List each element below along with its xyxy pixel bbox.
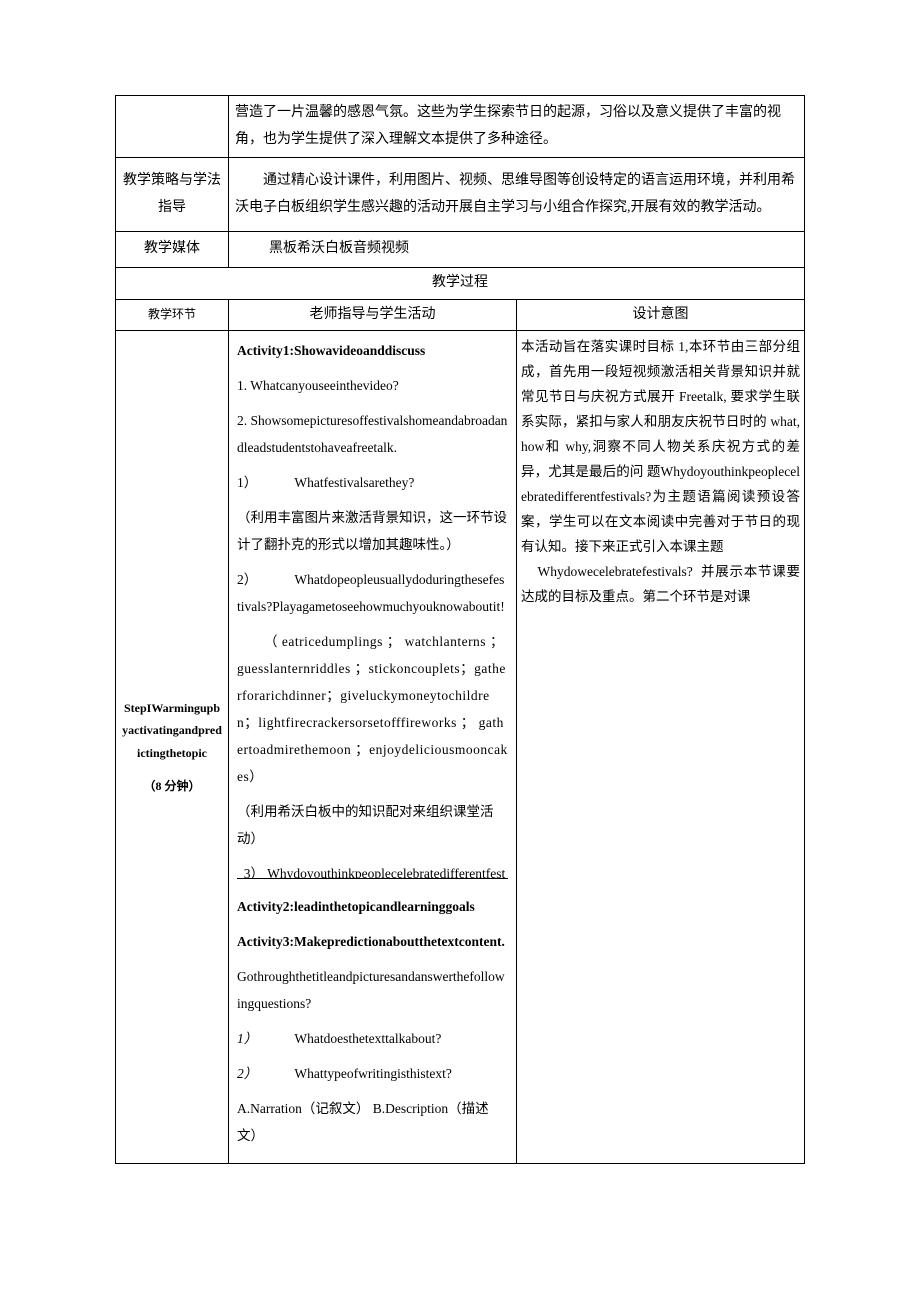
continuation-text: 营造了一片温馨的感恩气氛。这些为学生探索节日的起源，习俗以及意义提供了丰富的视角… bbox=[235, 105, 781, 147]
continuation-label-empty bbox=[116, 96, 229, 158]
header-stage: 教学环节 bbox=[116, 299, 229, 331]
strategy-cell: 通过精心设计课件，利用图片、视频、思维导图等创设特定的语言运用环境，并利用希沃电… bbox=[229, 158, 805, 232]
sub3-strike: 3） Whydoyouthinkpeoplecelebratedifferent… bbox=[237, 860, 508, 878]
sub2-num: 2） bbox=[237, 566, 271, 593]
process-title: 教学过程 bbox=[116, 267, 805, 299]
sub1-num: 1） bbox=[237, 469, 271, 496]
activity2-title: Activity2:leadinthetopicandlearninggoals bbox=[237, 893, 508, 920]
activity1-q2: 2. Showsomepicturesoffestivalshomeandabr… bbox=[237, 407, 508, 461]
examples-note: （利用希沃白板中的知识配对来组织课堂活动） bbox=[237, 798, 508, 852]
media-cell: 黑板希沃白板音频视频 bbox=[229, 232, 805, 268]
act3-s2-num: 2） bbox=[237, 1060, 271, 1087]
step1-stage-time: （8 分钟） bbox=[122, 775, 222, 798]
media-text: 黑板希沃白板音频视频 bbox=[269, 241, 409, 256]
step1-intent-text: 本活动旨在落实课时目标 1,本环节由三部分组成，首先用一段短视频激活相关背景知识… bbox=[521, 339, 800, 554]
header-intent: 设计意图 bbox=[517, 299, 805, 331]
strategy-text: 通过精心设计课件，利用图片、视频、思维导图等创设特定的语言运用环境，并利用希沃电… bbox=[235, 168, 798, 221]
sub1-note: （利用丰富图片来激活背景知识，这一环节设计了翻扑克的形式以增加其趣味性。） bbox=[237, 504, 508, 558]
activity3-q: Gothroughthetitleandpicturesandanswerthe… bbox=[237, 963, 508, 1017]
sub1-text: Whatfestivalsarethey? bbox=[294, 475, 414, 490]
activity1-q1: 1. Whatcanyouseeinthevideo? bbox=[237, 372, 508, 399]
sub2-text: Whatdopeopleusuallydoduringthesefestival… bbox=[237, 572, 505, 614]
media-label: 教学媒体 bbox=[116, 232, 229, 268]
lesson-plan-table: 营造了一片温馨的感恩气氛。这些为学生探索节日的起源，习俗以及意义提供了丰富的视角… bbox=[115, 95, 805, 1164]
act3-s1-text: Whatdoesthetexttalkabout? bbox=[294, 1031, 441, 1046]
continuation-cell: 营造了一片温馨的感恩气氛。这些为学生探索节日的起源，习俗以及意义提供了丰富的视角… bbox=[229, 96, 805, 158]
options-text: A.Narration（记叙文） B.Description（描述文） bbox=[237, 1095, 508, 1149]
examples-text: （ eatricedumplings ； watchlanterns ； gue… bbox=[237, 628, 508, 790]
step1-stage-cell: StepIWarmingupbyactivatingandpredictingt… bbox=[116, 331, 229, 1164]
strategy-label: 教学策略与学法指导 bbox=[116, 158, 229, 232]
act3-s1-num: 1） bbox=[237, 1025, 271, 1052]
step1-stage-title: StepIWarmingupbyactivatingandpredictingt… bbox=[122, 697, 222, 765]
activity1-title: Activity1:Showavideoanddiscuss bbox=[237, 337, 508, 364]
step1-activity-cell: Activity1:Showavideoanddiscuss 1. Whatca… bbox=[229, 331, 517, 1164]
step1-intent-cell: 本活动旨在落实课时目标 1,本环节由三部分组成，首先用一段短视频激活相关背景知识… bbox=[517, 331, 805, 1164]
step1-intent-tail: Whydowecelebratefestivals? 并展示本节课要达成的目标及… bbox=[521, 564, 800, 604]
act3-s2-text: Whattypeofwritingisthistext? bbox=[294, 1066, 451, 1081]
activity3-title: Activity3:Makepredictionaboutthetextcont… bbox=[237, 928, 508, 955]
header-activity: 老师指导与学生活动 bbox=[229, 299, 517, 331]
